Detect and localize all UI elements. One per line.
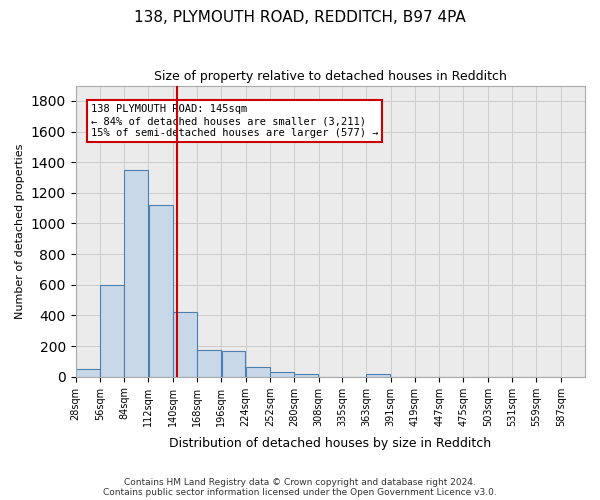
Bar bbox=[295, 374, 319, 376]
Bar bbox=[197, 350, 221, 376]
Bar bbox=[367, 374, 391, 376]
Y-axis label: Number of detached properties: Number of detached properties bbox=[15, 144, 25, 319]
Bar bbox=[100, 284, 124, 376]
Text: 138 PLYMOUTH ROAD: 145sqm
← 84% of detached houses are smaller (3,211)
15% of se: 138 PLYMOUTH ROAD: 145sqm ← 84% of detac… bbox=[91, 104, 379, 138]
Text: 138, PLYMOUTH ROAD, REDDITCH, B97 4PA: 138, PLYMOUTH ROAD, REDDITCH, B97 4PA bbox=[134, 10, 466, 25]
Bar bbox=[246, 366, 270, 376]
Bar bbox=[221, 350, 245, 376]
Bar bbox=[149, 205, 173, 376]
Text: Contains HM Land Registry data © Crown copyright and database right 2024.
Contai: Contains HM Land Registry data © Crown c… bbox=[103, 478, 497, 497]
X-axis label: Distribution of detached houses by size in Redditch: Distribution of detached houses by size … bbox=[169, 437, 491, 450]
Bar bbox=[124, 170, 148, 376]
Bar bbox=[173, 312, 197, 376]
Bar bbox=[270, 372, 294, 376]
Bar bbox=[76, 369, 100, 376]
Title: Size of property relative to detached houses in Redditch: Size of property relative to detached ho… bbox=[154, 70, 507, 83]
